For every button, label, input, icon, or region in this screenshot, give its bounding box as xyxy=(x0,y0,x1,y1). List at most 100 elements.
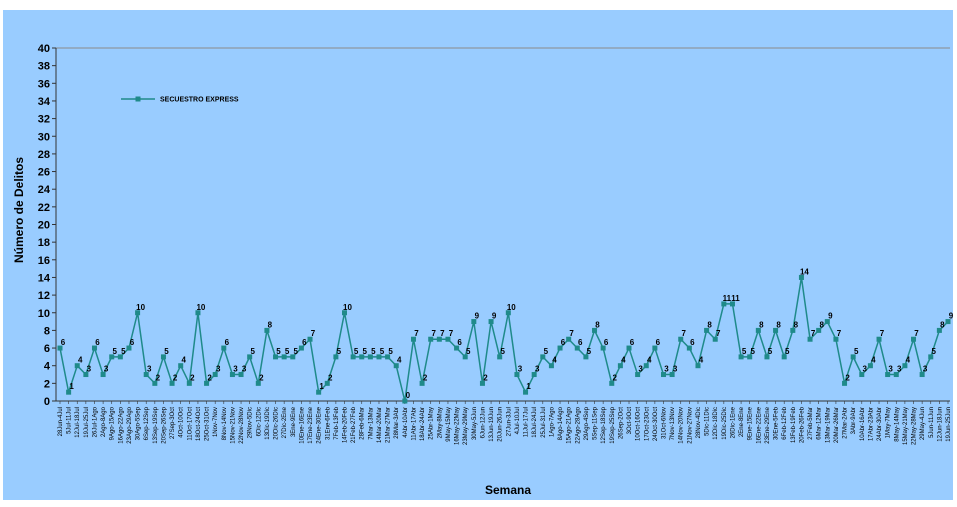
x-tick-label: 14Nov-20Nov xyxy=(679,407,685,444)
x-tick-label: 9Ene-15Ene xyxy=(748,406,754,440)
data-point xyxy=(652,345,658,351)
data-label: 5 xyxy=(354,347,359,356)
data-point xyxy=(807,336,813,342)
y-tick-label: 32 xyxy=(38,114,50,126)
data-label: 5 xyxy=(750,347,755,356)
data-label: 6 xyxy=(561,338,566,347)
data-label: 5 xyxy=(371,347,376,356)
y-tick-label: 24 xyxy=(38,184,51,196)
data-point xyxy=(548,363,554,369)
x-tick-label: 10Ene-16Ene xyxy=(299,406,305,443)
data-label: 6 xyxy=(604,338,609,347)
data-point xyxy=(660,372,666,378)
x-tick-label: 5Sep-11Sep xyxy=(593,406,599,440)
x-tick-label: 27Dic-2Ene xyxy=(282,406,288,438)
x-tick-label: 21Mar-27Mar xyxy=(386,407,392,443)
data-point xyxy=(850,354,856,360)
x-tick-label: 17Abr-23Abr xyxy=(868,407,874,441)
x-axis-title: Semana xyxy=(485,483,531,497)
data-label: 5 xyxy=(544,347,549,356)
data-label: 6 xyxy=(457,338,462,347)
data-label: 2 xyxy=(156,373,161,382)
y-tick-label: 28 xyxy=(38,149,50,161)
x-tick-label: 26Jul-1Ago xyxy=(92,406,98,437)
data-point xyxy=(436,336,442,342)
data-point xyxy=(169,380,175,386)
data-label: 1 xyxy=(526,382,531,391)
data-point xyxy=(781,354,787,360)
legend: SECUESTRO EXPRESS xyxy=(121,96,239,104)
x-tick-label: 13Sep-19Sep xyxy=(153,406,159,443)
data-label: 5 xyxy=(932,347,937,356)
data-label: 7 xyxy=(431,329,436,338)
data-point xyxy=(367,354,373,360)
data-point xyxy=(333,354,339,360)
x-tick-label: 27Jun-3Jul xyxy=(506,407,512,436)
x-tick-label: 19Jul-25Jul xyxy=(84,407,90,438)
data-point xyxy=(83,372,89,378)
x-tick-label: 12Sep-18Sep xyxy=(601,406,607,443)
data-point xyxy=(195,310,201,316)
data-point xyxy=(109,354,115,360)
y-tick-label: 14 xyxy=(38,272,51,284)
x-tick-label: 30Ago-5Sep xyxy=(136,406,142,440)
data-point xyxy=(695,363,701,369)
data-point xyxy=(686,345,692,351)
data-label: 3 xyxy=(888,365,893,374)
x-tick-label: 25Abr-1May xyxy=(429,407,435,440)
data-label: 5 xyxy=(587,347,592,356)
data-label: 2 xyxy=(173,373,178,382)
x-tick-label: 2Ene-8Ene xyxy=(739,406,745,437)
data-point xyxy=(186,380,192,386)
data-label: 3 xyxy=(897,365,902,374)
data-point xyxy=(911,336,917,342)
data-label: 3 xyxy=(535,365,540,374)
data-point xyxy=(66,389,72,395)
data-point xyxy=(928,354,934,360)
x-tick-label: 9Ago-15Ago xyxy=(110,406,116,440)
y-tick-label: 40 xyxy=(38,43,50,55)
x-tick-label: 7Nov-13Nov xyxy=(670,407,676,440)
data-label: 4 xyxy=(699,356,704,365)
data-point xyxy=(74,363,80,369)
x-tick-label: 10Oct-16Oct xyxy=(636,407,642,441)
x-tick-label: 24Ene-30Ene xyxy=(317,406,323,443)
data-point xyxy=(91,345,97,351)
data-label: 10 xyxy=(507,303,516,312)
data-point xyxy=(893,372,899,378)
data-label: 7 xyxy=(311,329,316,338)
x-tick-label: 25Oct-31Oct xyxy=(205,407,211,441)
y-tick-label: 6 xyxy=(44,343,50,355)
data-point xyxy=(273,354,279,360)
x-tick-label: 6Feb-12Feb xyxy=(782,406,788,439)
data-point xyxy=(514,372,520,378)
x-tick-label: 19Sep-25Sep xyxy=(610,406,616,443)
data-point xyxy=(764,354,770,360)
y-tick-label: 12 xyxy=(38,290,50,302)
data-label: 7 xyxy=(449,329,454,338)
data-point xyxy=(376,354,382,360)
data-label: 6 xyxy=(130,338,135,347)
data-point xyxy=(842,380,848,386)
y-tick-label: 4 xyxy=(44,361,51,373)
data-label: 5 xyxy=(294,347,299,356)
data-point xyxy=(859,372,865,378)
data-point xyxy=(479,380,485,386)
data-point xyxy=(316,389,322,395)
data-label: 10 xyxy=(196,303,205,312)
data-label: 3 xyxy=(863,365,868,374)
x-tick-label: 5Jul-11Jul xyxy=(67,407,73,434)
data-label: 7 xyxy=(716,329,721,338)
data-point xyxy=(307,336,313,342)
y-axis-title: Número de Delitos xyxy=(12,157,26,263)
data-label: 5 xyxy=(388,347,393,356)
x-tick-label: 24Oct-30Oct xyxy=(653,407,659,441)
x-tick-label: 16Ene-22Ene xyxy=(756,406,762,443)
y-tick-label: 16 xyxy=(38,255,50,267)
data-point xyxy=(919,372,925,378)
x-tick-label: 11Oct-17Oct xyxy=(187,407,193,441)
data-point xyxy=(100,372,106,378)
x-tick-label: 5Jun-11Jun xyxy=(929,407,935,438)
